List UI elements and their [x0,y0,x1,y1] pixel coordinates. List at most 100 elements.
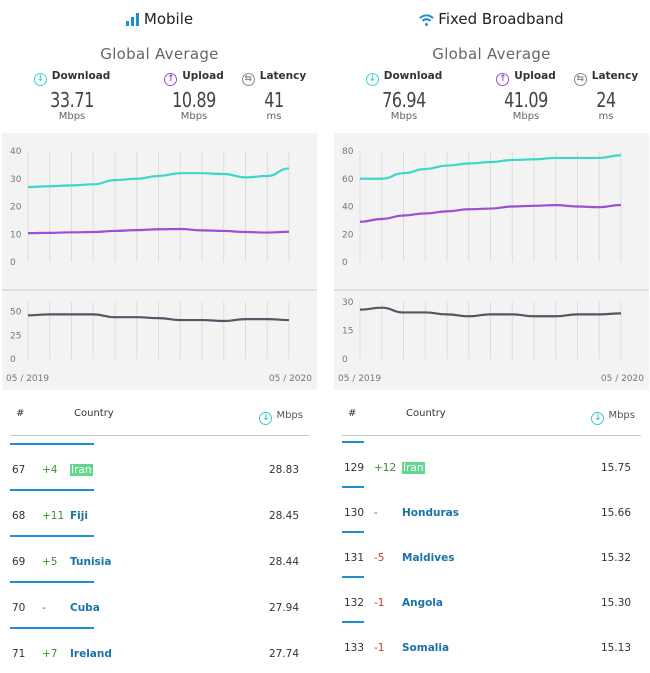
y-tick-label: 0 [342,258,348,268]
latency-arrows-icon: ⇆ [241,73,255,86]
table-row[interactable]: 133 -1 Somalia 15.13 [334,621,649,666]
mobile-title: Mobile [2,10,317,28]
mobile-chart-area: Mobile Global Average ↓ Download 33.71 Mb… [2,0,317,390]
mobile-panel: Mobile Global Average ↓ Download 33.71 Mb… [2,0,317,668]
fixed-panel: Fixed Broadband Global Average ↓ Download… [334,0,649,668]
speed-cell: 27.74 [268,648,299,660]
country-link[interactable]: Iran [70,464,93,476]
rank-cell: 130 [344,507,365,519]
mobile-upload-metric: ↑ Upload 10.89 Mbps [144,68,244,122]
upload-series-line [27,227,290,235]
fixed-ranking-table: # Country ↓ Mbps 129 +12 Iran 15.75 130- Hondu… [334,392,649,668]
download-arrow-icon: ↓ [33,73,47,86]
mobile-chart: 0 10 20 30 40 0 25 50 05 / 2019 05 / 2020 [2,133,317,390]
wifi-icon [419,14,435,26]
y-tick-label: 50 [10,308,22,318]
row-indicator-bar [10,443,94,445]
y-tick-label: 80 [342,147,354,157]
upload-arrow-icon: ↑ [164,73,178,86]
y-tick-label: 25 [10,331,21,341]
table-row[interactable]: 129 +12 Iran 15.75 [334,441,649,486]
fixed-chart-svg: 0 20 40 60 80 0 15 30 05 / 2019 05 / 2020 [334,147,649,384]
speed-cell: 28.45 [268,510,299,522]
col-speed-header[interactable]: ↓ Mbps [259,410,303,425]
download-series-line [360,154,622,180]
table-row[interactable]: 132 -1 Angola 15.30 [334,576,649,621]
country-link[interactable]: Cuba [70,602,100,614]
header-divider [10,435,309,436]
y-tick-label: 0 [10,258,16,268]
country-link[interactable]: Iran [402,462,425,474]
latency-series-line [27,313,290,323]
fixed-upload-metric: ↑ Upload 41.09 Mbps [476,68,576,122]
y-tick-label: 60 [342,175,354,185]
y-tick-label: 40 [342,203,354,213]
table-row[interactable]: 130- Honduras 15.66 [334,486,649,531]
table-row[interactable]: 68 +11 Fiji 28.45 [2,489,317,535]
y-tick-label: 20 [10,203,22,213]
country-link[interactable]: Somalia [402,642,450,654]
rank-cell: 133 [344,642,365,654]
mobile-title-text: Mobile [143,10,194,28]
row-indicator-bar [10,627,94,629]
latency-label: Latency [591,70,639,82]
x-tick-label: 05 / 2019 [338,374,381,384]
mobile-ranking-table: # Country ↓ Mbps 67 +4 Iran 28.83 68 +11 Fiji 28… [2,392,317,668]
rank-change-cell: +11 [42,510,65,522]
table-row[interactable]: 71 +7 Ireland 27.74 [2,627,317,673]
mobile-download-metric: ↓ Download 33.71 Mbps [22,68,122,122]
rank-cell: 67 [12,464,26,476]
rank-change-cell: -5 [374,552,385,564]
rank-cell: 71 [12,648,26,660]
country-link[interactable]: Honduras [402,507,459,519]
table-row[interactable]: 131 -5 Maldives 15.32 [334,531,649,576]
table-row[interactable]: 67 +4 Iran 28.83 [2,443,317,489]
upload-unit: Mbps [512,111,540,122]
upload-arrow-icon: ↑ [496,73,510,86]
fixed-download-metric: ↓ Download 76.94 Mbps [354,68,454,122]
col-speed-header[interactable]: ↓ Mbps [591,410,635,425]
latency-unit: ms [266,111,282,122]
speed-cell: 15.66 [600,507,631,519]
x-tick-label: 05 / 2020 [269,374,312,384]
row-indicator-bar [342,621,364,623]
country-link[interactable]: Ireland [70,648,112,660]
speed-cell: 28.44 [268,556,299,568]
x-tick-label: 05 / 2020 [601,374,644,384]
country-link[interactable]: Fiji [70,510,88,522]
rank-change-cell: -1 [374,597,385,609]
row-indicator-bar [342,441,364,443]
country-link[interactable]: Maldives [402,552,455,564]
col-country-header: Country [406,408,446,419]
rank-change-cell: - [374,507,378,519]
latency-label: Latency [259,70,307,82]
fixed-chart-area: Fixed Broadband Global Average ↓ Download… [334,0,649,390]
table-header: # Country ↓ Mbps [334,392,649,437]
rank-change-cell: +5 [42,556,58,568]
y-tick-label: 20 [342,230,354,240]
mobile-header: Mobile Global Average ↓ Download 33.71 Mb… [2,0,317,133]
speed-cell: 28.83 [268,464,299,476]
upload-value: 10.89 [172,88,216,112]
fixed-global-average-label: Global Average [432,45,551,63]
row-indicator-bar [10,489,94,491]
row-indicator-bar [342,531,364,533]
rank-cell: 68 [12,510,26,522]
upload-unit: Mbps [180,111,208,122]
rank-change-cell: +4 [42,464,58,476]
download-unit: Mbps [58,111,86,122]
speed-cell: 15.32 [600,552,631,564]
row-indicator-bar [10,535,94,537]
fixed-chart: 0 20 40 60 80 0 15 30 05 / 2019 05 / 2020 [334,133,649,390]
table-row[interactable]: 70 - Cuba 27.94 [2,581,317,627]
rank-cell: 132 [344,597,365,609]
row-indicator-bar [342,486,364,488]
latency-unit: ms [598,111,614,122]
download-value: 33.71 [50,88,94,112]
download-arrow-icon: ↓ [365,73,379,86]
table-row[interactable]: 69 +5 Tunisia 28.44 [2,535,317,581]
country-link[interactable]: Tunisia [70,556,112,568]
col-rank-header: # [348,408,357,419]
y-tick-label: 30 [10,175,22,185]
country-link[interactable]: Angola [402,597,444,609]
